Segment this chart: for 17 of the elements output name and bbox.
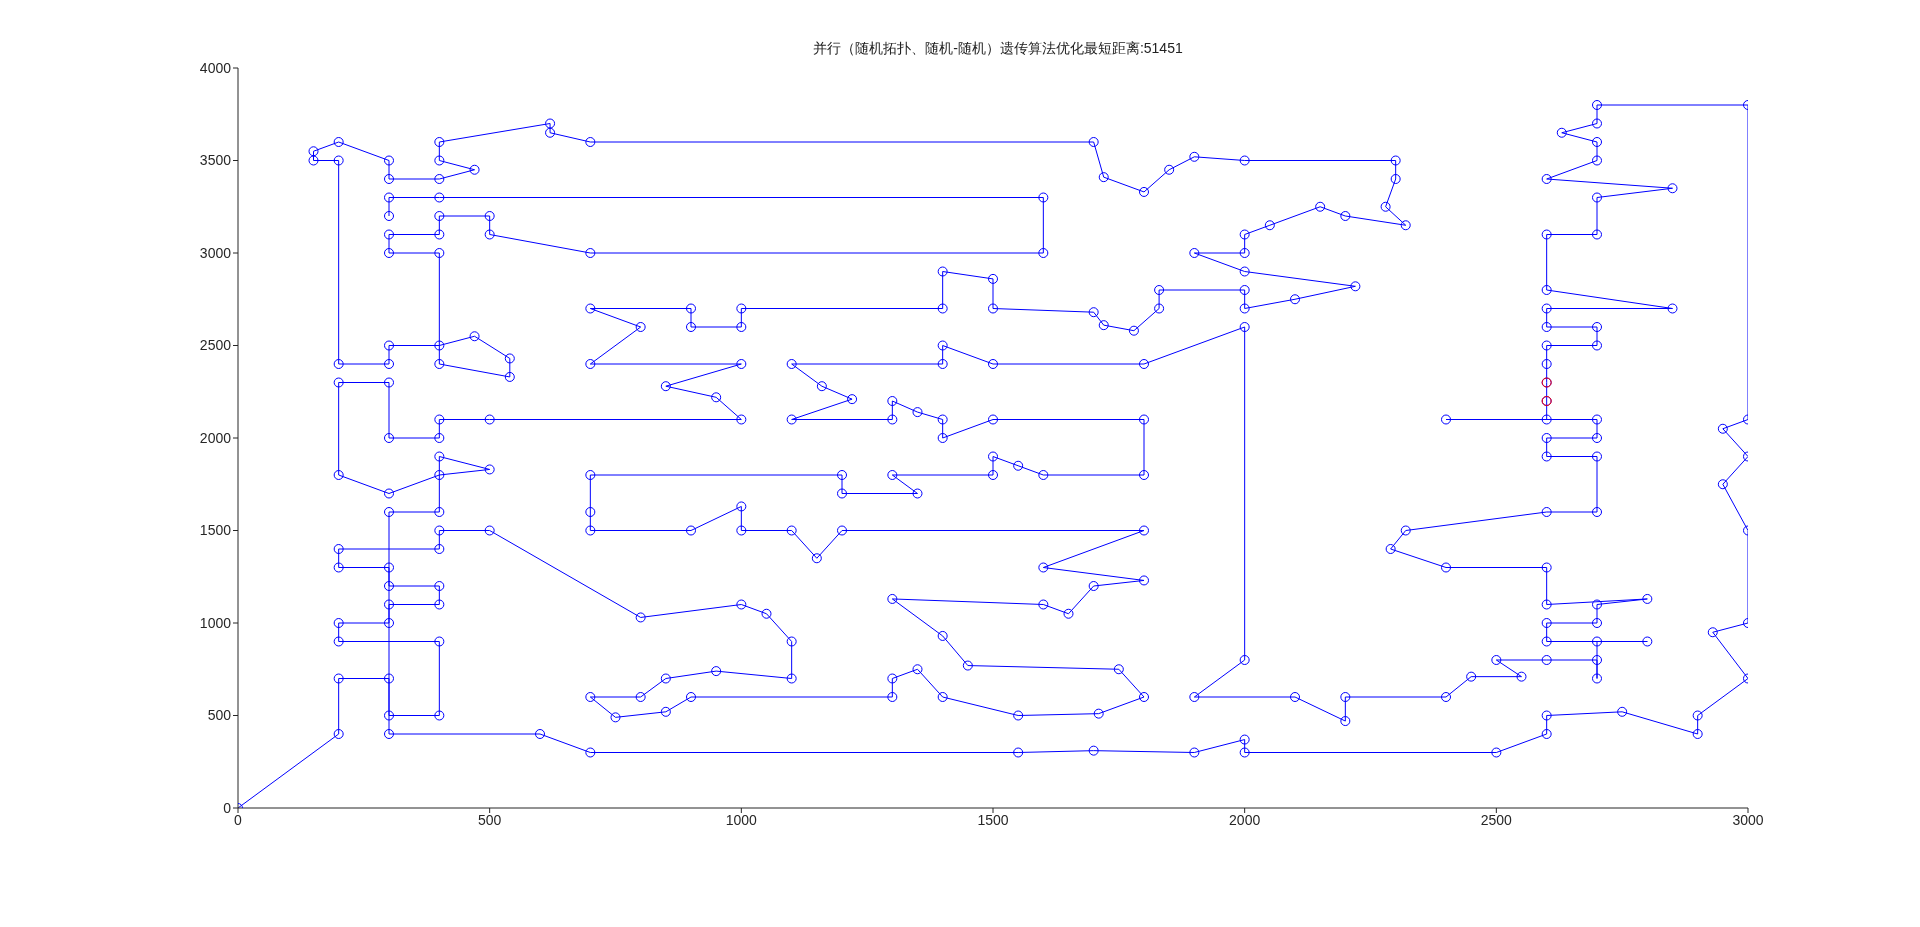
x-tick-label: 1000 bbox=[725, 811, 758, 828]
x-tick-label: 1500 bbox=[977, 811, 1009, 828]
y-tick-label: 1000 bbox=[199, 614, 232, 631]
x-tick-label: 500 bbox=[477, 811, 502, 828]
y-tick-label: 2500 bbox=[199, 337, 232, 354]
y-tick-label: 3500 bbox=[199, 152, 232, 169]
y-tick-label: 0 bbox=[223, 799, 232, 816]
x-tick-label: 3000 bbox=[1732, 811, 1764, 828]
chart-title: 并行（随机拓扑、随机-随机）遗传算法优化最短距离:51451 bbox=[812, 40, 1184, 58]
y-tick-label: 500 bbox=[207, 707, 232, 724]
y-tick-label: 1500 bbox=[199, 522, 232, 539]
x-tick-label: 2500 bbox=[1480, 811, 1513, 828]
x-tick-label: 2000 bbox=[1229, 811, 1261, 828]
y-tick-label: 3000 bbox=[199, 244, 232, 261]
x-tick-label: 0 bbox=[234, 811, 243, 828]
y-tick-label: 2000 bbox=[199, 429, 232, 446]
y-tick-label: 4000 bbox=[199, 59, 232, 76]
